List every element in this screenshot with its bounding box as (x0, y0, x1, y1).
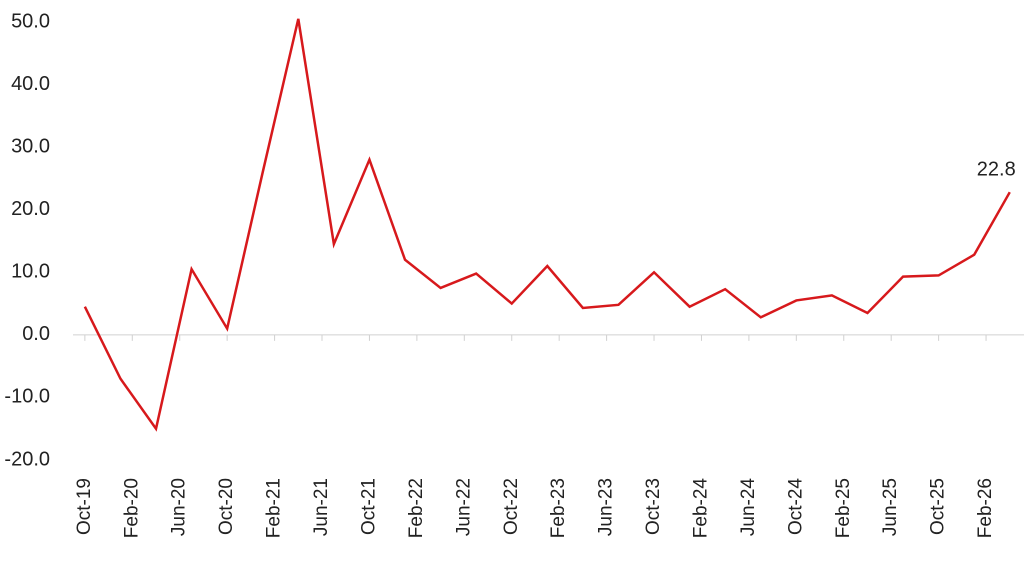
x-tick-label: Feb-25 (833, 478, 854, 538)
data-label: 22.8 (977, 158, 1016, 180)
x-tick-label: Oct-24 (785, 478, 806, 535)
x-tick-label: Feb-26 (975, 478, 996, 538)
x-tick-label: Oct-25 (928, 478, 949, 535)
y-tick-label: -20.0 (4, 448, 50, 470)
y-tick-label: 50.0 (11, 10, 50, 32)
x-tick-label: Oct-23 (643, 478, 664, 535)
x-tick-label: Oct-19 (74, 478, 95, 535)
line-series (83, 18, 1011, 432)
y-tick-label: 30.0 (11, 135, 50, 157)
x-tick-label: Jun-25 (880, 478, 901, 536)
y-tick-label: -10.0 (4, 386, 50, 408)
x-tick-label: Feb-23 (548, 478, 569, 538)
x-tick-label: Oct-21 (358, 478, 379, 535)
x-tick-label: Jun-23 (596, 478, 617, 536)
x-tick-label: Feb-22 (406, 478, 427, 538)
y-tick-label: 10.0 (11, 261, 50, 283)
x-tick-label: Jun-20 (169, 478, 190, 536)
x-tick-label: Feb-24 (690, 478, 711, 539)
x-tick-label: Feb-20 (121, 478, 142, 538)
x-tick-label: Jun-21 (311, 478, 332, 536)
y-tick-label: 40.0 (11, 73, 50, 95)
x-tick-label: Feb-21 (264, 478, 285, 538)
x-tick-label: Oct-20 (216, 478, 237, 535)
y-tick-label: 20.0 (11, 198, 50, 220)
x-tick-label: Jun-22 (453, 478, 474, 536)
y-tick-label: 0.0 (22, 323, 50, 345)
x-tick-label: Oct-22 (501, 478, 522, 535)
x-tick-label: Jun-24 (738, 478, 759, 537)
